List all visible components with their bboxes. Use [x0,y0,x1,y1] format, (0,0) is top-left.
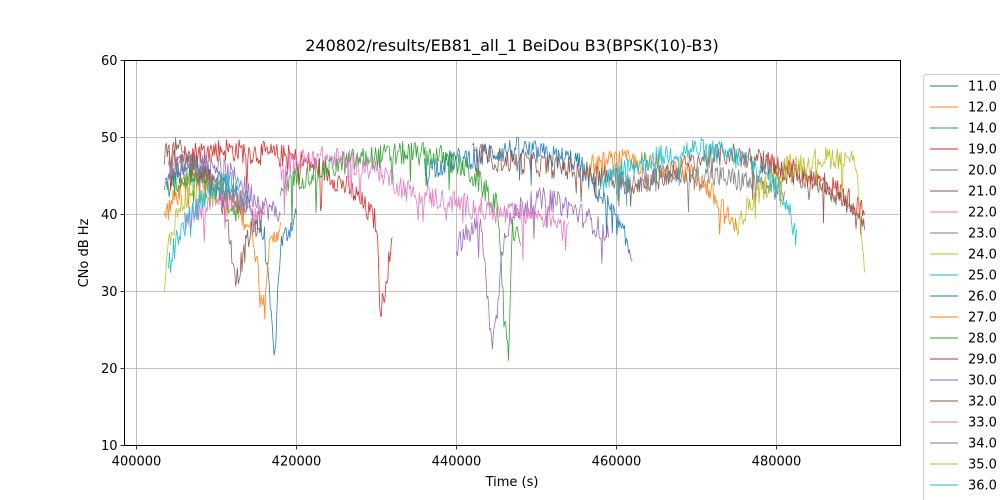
series-line-21-0 [164,137,265,287]
y-tick-label: 50 [101,131,118,146]
legend-label: 30.0 [968,374,997,389]
legend-label: 20.0 [968,164,997,179]
series-line-23-0 [168,153,249,215]
y-tick-label: 60 [101,54,118,69]
legend-label: 19.0 [968,143,997,158]
y-tick-label: 30 [101,285,118,300]
legend-label: 14.0 [968,122,997,137]
series-line-24-0 [164,182,217,292]
series-line-26-0 [424,137,633,262]
x-tick-label: 440000 [432,455,482,470]
x-tick-label: 460000 [592,455,642,470]
series-line-11-0 [164,160,297,356]
legend-label: 28.0 [968,332,997,347]
legend-label: 35.0 [968,458,997,473]
y-tick-label: 10 [101,439,118,454]
legend-label: 21.0 [968,185,997,200]
series-line-29-0 [760,151,865,218]
x-tick-label: 420000 [272,455,322,470]
series-line-35-0 [736,146,865,273]
series-line-22-0 [184,187,265,243]
series-line-34-0 [616,164,785,213]
x-axis: 400000 420000 440000 460000 480000 [112,445,802,470]
chart-title: 240802/results/EB81_all_1 BeiDou B3(BPSK… [305,36,719,56]
y-tick-label: 40 [101,208,118,223]
series-line-36-0 [600,137,797,247]
series-line-30-0 [456,187,609,350]
legend-label: 12.0 [968,101,997,116]
legend-label: 23.0 [968,227,997,242]
legend-label: 36.0 [968,479,997,494]
legend-label: 22.0 [968,206,997,221]
series-line-27-0 [584,149,737,235]
series-line-33-0 [280,145,569,261]
series-line-32-0 [472,142,865,235]
legend-label: 26.0 [968,290,997,305]
y-tick-label: 20 [101,362,118,377]
legend-label: 27.0 [968,311,997,326]
x-axis-label: Time (s) [485,475,539,490]
legend-label: 25.0 [968,269,997,284]
legend-label: 29.0 [968,353,997,368]
legend-label: 33.0 [968,416,997,431]
x-tick-label: 480000 [752,455,802,470]
legend: 11.0 12.0 14.0 19.0 20.0 21.0 22.0 23.0 24.0 25.0… [923,74,1000,500]
legend-label: 11.0 [968,80,997,95]
legend-label: 24.0 [968,248,997,263]
series-line-25-0 [168,171,241,273]
y-axis-label: CNo dB Hz [77,218,92,287]
x-tick-label: 400000 [112,455,162,470]
series-line-28-0 [280,141,521,361]
y-axis: 10 20 30 40 50 60 [101,54,125,454]
legend-label: 34.0 [968,437,997,452]
legend-label: 32.0 [968,395,997,410]
legend-box [923,74,1000,500]
series-layer [164,137,865,361]
plot-frame [124,60,901,446]
